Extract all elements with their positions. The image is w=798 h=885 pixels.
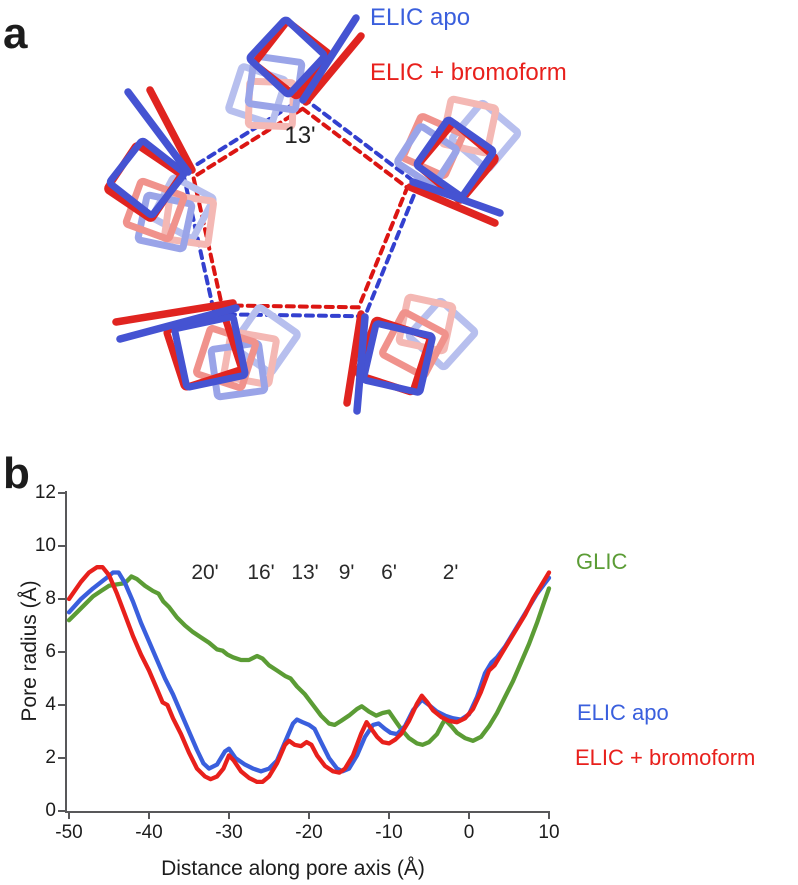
pentagon-dashed-outline-apo: [180, 95, 421, 319]
subunit-bottom-left-helix-rod: [112, 299, 237, 326]
x-tick-label: 10: [538, 822, 560, 843]
subunit-left-helix-rod: [146, 86, 196, 174]
panel-a-legend-elic-bromoform: ELIC + bromoform: [370, 59, 567, 86]
panel-b-letter: b: [3, 449, 30, 498]
x-tick-label: -50: [55, 822, 83, 843]
subunit-right-helix-square: [413, 116, 497, 200]
subunit-left-helix-rod: [124, 88, 192, 176]
y-tick-label: 12: [34, 482, 56, 503]
subunit-bottom-right-helix-rod: [343, 310, 365, 407]
x-axis-title: Distance along pore axis (Å): [161, 857, 425, 880]
y-tick-label: 2: [45, 747, 56, 768]
residue-label-9: 9': [338, 560, 355, 584]
series-label-elic-bromoform: ELIC + bromoform: [575, 745, 756, 770]
subunit-right-helix-square: [448, 99, 522, 173]
subunit-top-helix-rod: [302, 32, 365, 106]
pore-position-13-label: 13': [284, 122, 316, 149]
panel-a-letter: a: [3, 9, 28, 58]
y-tick-label: 6: [45, 641, 56, 662]
panel-a-legend-elic-apo: ELIC apo: [370, 4, 471, 31]
y-axis-title: Pore radius (Å): [18, 580, 41, 722]
y-tick-label: 8: [45, 588, 56, 609]
subunit-bottom-right-helix-rod: [353, 313, 369, 415]
y-tick-label: 0: [45, 800, 56, 821]
residue-label-13: 13': [291, 560, 319, 584]
residue-label-6: 6': [381, 560, 397, 584]
residue-label-16: 16': [247, 560, 275, 584]
subunit-bottom-left-helix-rod: [116, 304, 240, 343]
subunit-top-helix-rod: [299, 14, 360, 104]
x-tick-label: -20: [295, 822, 323, 843]
residue-label-2: 2': [442, 560, 459, 584]
subunit-right-helix-rod: [406, 183, 499, 227]
subunit-bottom-right-helix-square: [379, 309, 449, 379]
y-tick-label: 10: [34, 535, 56, 556]
y-tick-label: 4: [45, 694, 56, 715]
residue-label-20: 20': [191, 560, 219, 584]
x-tick-label: 0: [463, 822, 475, 843]
subunit-left-helix-square: [106, 137, 188, 219]
subunit-bottom-right-helix-square: [360, 320, 436, 396]
series-label-glic: GLIC: [576, 549, 628, 574]
subunit-right-helix-rod: [409, 178, 504, 217]
series-label-elic-apo: ELIC apo: [577, 700, 669, 725]
x-tick-label: -10: [375, 822, 403, 843]
x-tick-label: -30: [215, 822, 243, 843]
subunit-top-helix-square: [246, 16, 328, 98]
x-tick-label: -40: [135, 822, 163, 843]
pentagon-dashed-outline-bromoform: [191, 106, 410, 310]
curve-glic: [66, 574, 552, 747]
curve-elic-bromoform: [66, 565, 552, 785]
subunit-bottom-left-helix-square: [171, 313, 249, 391]
subunit-top-helix-square: [225, 63, 289, 127]
